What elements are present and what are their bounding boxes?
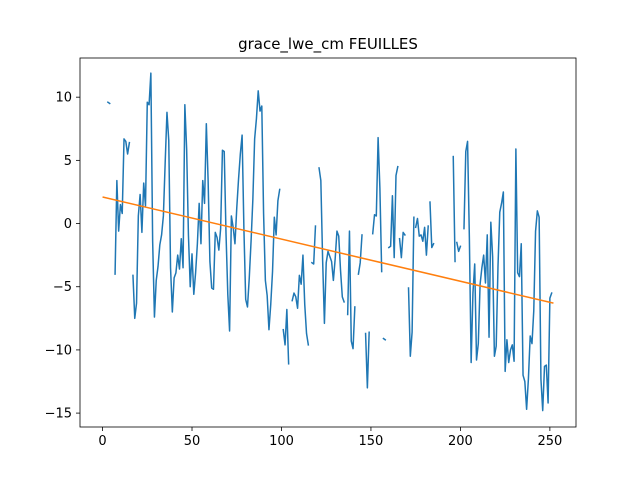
series-0-segment-19 — [463, 140, 553, 412]
series-0-segment-7 — [346, 230, 356, 350]
series-0-segment-3 — [282, 308, 290, 365]
x-tick-label: 150 — [359, 434, 384, 449]
x-tick-label: 250 — [537, 434, 562, 449]
y-tick-label: −15 — [45, 407, 72, 422]
series-0-segment-15 — [414, 217, 429, 256]
plot-frame — [79, 57, 577, 428]
series-0-segment-6 — [318, 167, 346, 325]
x-tick-label: 50 — [184, 434, 201, 449]
chart-title: grace_lwe_cm FEUILLES — [238, 35, 418, 54]
x-tick-label: 0 — [98, 434, 106, 449]
series-0-segment-9 — [364, 331, 370, 389]
series-0-segment-17 — [452, 155, 456, 263]
trend-line — [102, 196, 554, 304]
series-0-segment-14 — [407, 216, 415, 357]
series-0-segment-0 — [106, 101, 111, 105]
y-tick-label: 0 — [64, 217, 72, 232]
y-tick-label: 10 — [55, 91, 72, 106]
series-0-segment-18 — [455, 241, 462, 253]
y-tick-label: 5 — [64, 154, 72, 169]
series-group — [102, 72, 554, 412]
series-0-segment-4 — [291, 254, 310, 346]
series-0-segment-10 — [371, 136, 383, 273]
series-0-segment-13 — [398, 231, 406, 259]
series-0-segment-12 — [387, 165, 399, 259]
series-0-segment-2 — [132, 72, 281, 332]
series-0-segment-5 — [310, 225, 317, 265]
series-0-segment-16 — [429, 201, 435, 249]
x-tick-label: 200 — [448, 434, 473, 449]
axes: 0 50 100 150 200 250 −15 −10 −5 0 5 10 — [45, 57, 577, 449]
series-0-segment-1 — [114, 138, 131, 275]
series-0-segment-11 — [382, 337, 387, 341]
y-tick-label: −10 — [45, 343, 72, 358]
series-0-segment-8 — [357, 234, 363, 275]
x-tick-label: 100 — [269, 434, 294, 449]
plot-area — [102, 72, 554, 412]
y-tick-label: −5 — [53, 280, 72, 295]
